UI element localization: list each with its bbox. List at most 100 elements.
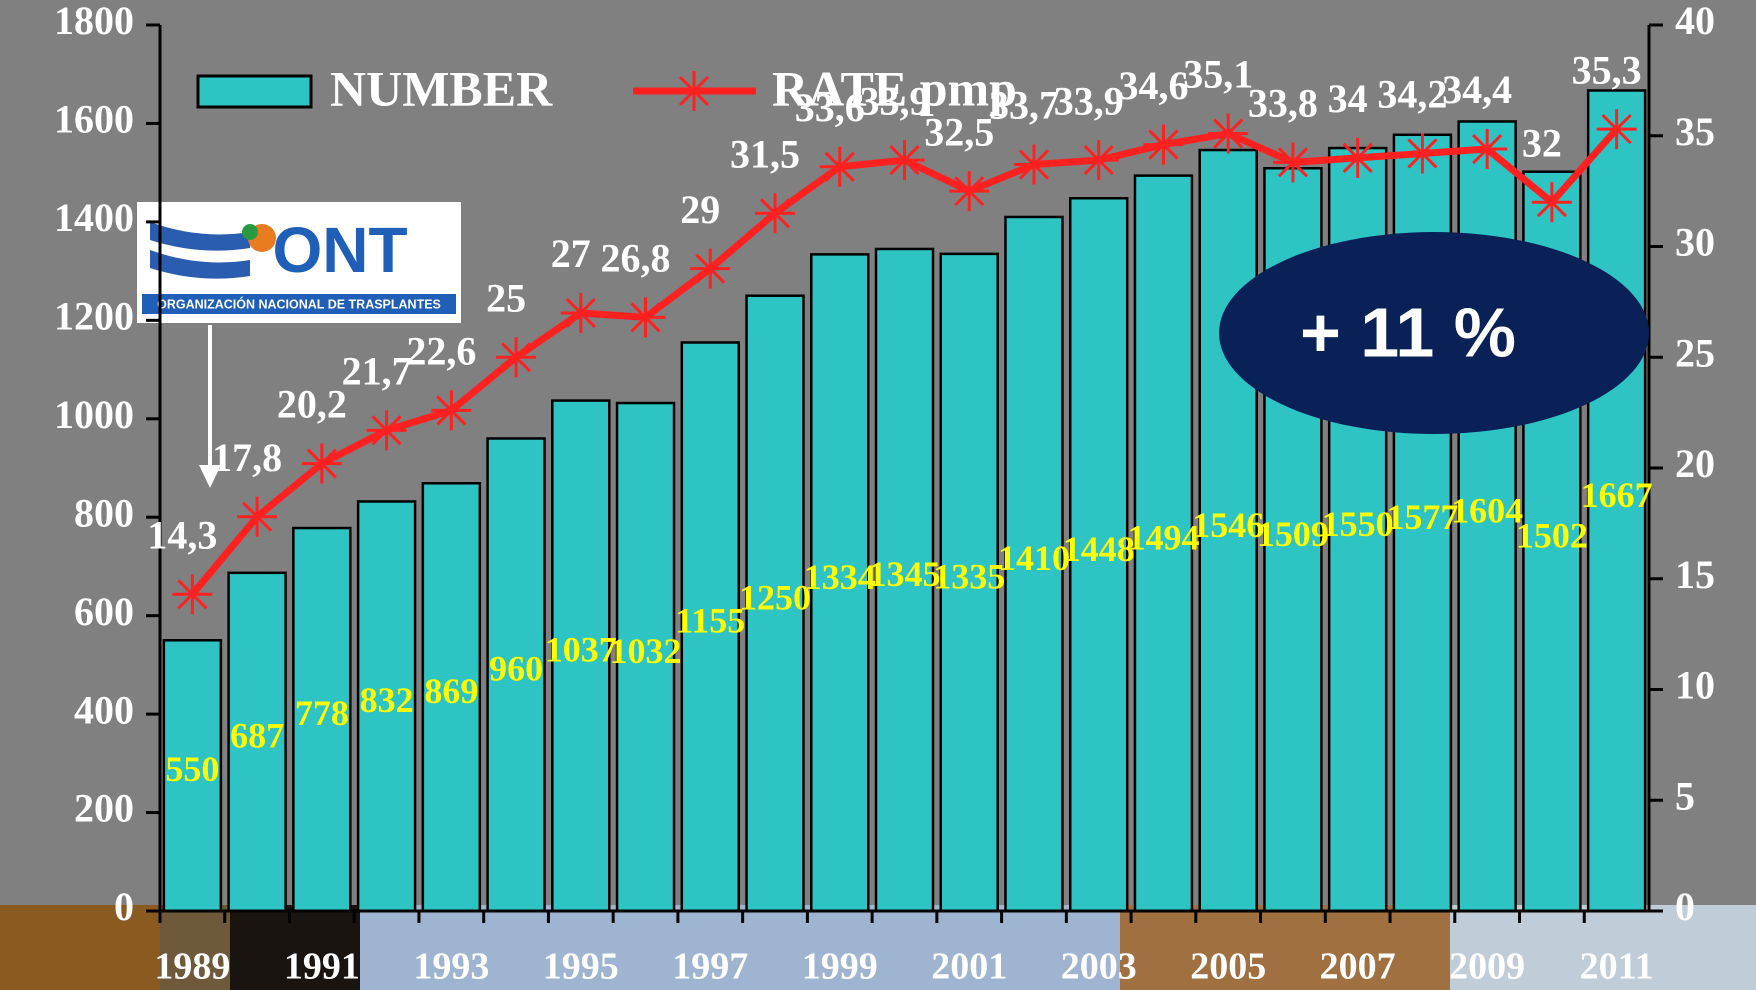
rate-marker xyxy=(301,443,342,484)
bar xyxy=(745,294,805,913)
rate-value-label: 14,3 xyxy=(147,512,217,557)
bar xyxy=(356,500,417,913)
rate-marker xyxy=(1208,113,1249,154)
bar xyxy=(1004,215,1064,913)
rate-marker xyxy=(1531,182,1572,223)
x-tick-label: 2009 xyxy=(1449,946,1525,988)
rate-value-label: 34,6 xyxy=(1118,63,1188,108)
rate-marker xyxy=(1143,124,1184,165)
bar xyxy=(1198,148,1258,913)
bar-value-label: 832 xyxy=(360,680,414,720)
logo-subtitle: ORGANIZACIÓN NACIONAL DE TRASPLANTES xyxy=(157,296,441,311)
bar-value-label: 1032 xyxy=(610,631,682,671)
bar-value-label: 1335 xyxy=(933,557,1005,597)
rate-marker xyxy=(431,390,472,431)
y-tick-label: 1000 xyxy=(54,392,134,437)
rate-marker xyxy=(1402,133,1443,174)
bar-value-label: 1494 xyxy=(1127,518,1199,558)
bar xyxy=(421,482,482,913)
bar xyxy=(874,247,935,913)
rate-marker xyxy=(819,146,860,187)
y-tick-label: 800 xyxy=(74,490,134,535)
rate-value-label: 20,2 xyxy=(277,382,347,427)
legend-marker xyxy=(674,71,714,111)
rate-marker xyxy=(1272,142,1313,183)
bar-value-label: 1546 xyxy=(1192,505,1264,545)
bar-value-label: 1604 xyxy=(1451,491,1523,531)
background-strip xyxy=(0,905,1756,990)
bar-value-label: 1502 xyxy=(1516,516,1588,556)
bar-value-label: 1448 xyxy=(1063,529,1135,569)
bar xyxy=(615,401,676,913)
rate-value-label: 34,2 xyxy=(1377,72,1447,117)
x-tick-label: 2007 xyxy=(1320,946,1396,988)
rate-marker xyxy=(949,171,990,212)
rate-marker xyxy=(237,496,278,537)
x-tick-label: 2003 xyxy=(1061,946,1137,988)
rate-value-label: 29 xyxy=(680,187,720,232)
bar xyxy=(680,341,741,913)
logo-arrow xyxy=(199,325,221,488)
rate-value-label: 21,7 xyxy=(342,349,412,394)
rate-marker xyxy=(172,574,213,615)
y2-tick-label: 35 xyxy=(1675,109,1715,154)
rate-marker xyxy=(1078,140,1119,181)
y2-tick-label: 40 xyxy=(1675,0,1715,43)
bar xyxy=(810,253,870,913)
logo: ONT ORGANIZACIÓN NACIONAL DE TRASPLANTES xyxy=(137,202,461,323)
bar-value-label: 1550 xyxy=(1322,504,1394,544)
bar-value-label: 1509 xyxy=(1257,514,1329,554)
bar-value-label: 869 xyxy=(424,671,478,711)
x-tick-label: 1999 xyxy=(802,946,878,988)
y-tick-label: 200 xyxy=(74,786,134,831)
logo-title: ONT xyxy=(272,214,407,286)
rate-value-label: 32 xyxy=(1522,120,1562,165)
rate-marker xyxy=(1337,137,1378,178)
legend-label: NUMBER xyxy=(330,60,553,116)
y-tick-label: 1200 xyxy=(54,294,134,339)
x-tick-label: 2001 xyxy=(931,946,1007,988)
bar-value-label: 960 xyxy=(489,649,543,689)
x-tick-label: 1993 xyxy=(413,946,489,988)
rate-value-label: 35,3 xyxy=(1572,47,1642,92)
rate-value-label: 25 xyxy=(486,275,526,320)
rate-marker xyxy=(1467,129,1508,170)
rate-marker xyxy=(1596,109,1637,150)
x-tick-label: 1989 xyxy=(154,946,230,988)
rate-marker xyxy=(496,337,537,378)
rate-value-label: 33,7 xyxy=(989,83,1059,128)
y-tick-label: 0 xyxy=(114,884,134,929)
bar-value-label: 1345 xyxy=(869,554,941,594)
bar-value-label: 1155 xyxy=(675,601,745,641)
rate-value-label: 26,8 xyxy=(601,236,671,281)
rate-value-label: 35,1 xyxy=(1183,52,1253,97)
rate-value-label: 27 xyxy=(551,231,591,276)
rate-value-label: 22,6 xyxy=(406,329,476,374)
rate-value-label: 33,8 xyxy=(1248,81,1318,126)
y2-tick-label: 5 xyxy=(1675,773,1695,818)
bar-value-label: 1334 xyxy=(804,557,876,597)
y-tick-label: 1400 xyxy=(54,195,134,240)
x-tick-label: 1995 xyxy=(543,946,619,988)
rate-marker xyxy=(755,193,796,234)
rate-marker xyxy=(1013,144,1054,185)
bar xyxy=(939,252,999,913)
legend-swatch xyxy=(196,74,313,109)
legend-label: RATE pmp xyxy=(772,60,1017,116)
rate-value-label: 34 xyxy=(1328,76,1368,121)
x-tick-label: 1997 xyxy=(672,946,748,988)
rate-marker xyxy=(366,410,407,451)
y-tick-label: 600 xyxy=(74,589,134,634)
annotation: + 11 % xyxy=(1300,293,1516,371)
y-tick-label: 400 xyxy=(74,687,134,732)
y-tick-label: 1800 xyxy=(54,0,134,43)
rate-value-label: 32,5 xyxy=(924,109,994,154)
rate-value-label: 17,8 xyxy=(212,435,282,480)
bar-value-label: 1250 xyxy=(739,577,811,617)
y2-tick-label: 20 xyxy=(1675,441,1715,486)
bar-value-label: 1410 xyxy=(998,538,1070,578)
y2-tick-label: 15 xyxy=(1675,552,1715,597)
bar xyxy=(1068,197,1129,913)
